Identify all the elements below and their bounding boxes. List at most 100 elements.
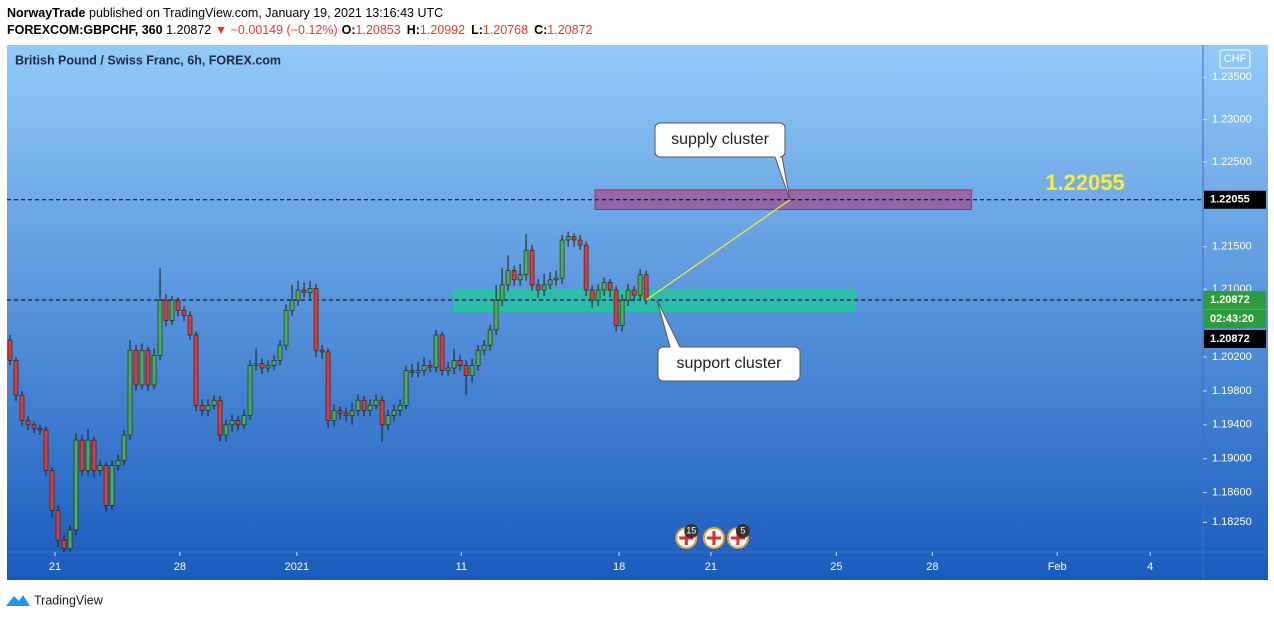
candle-body	[133, 349, 139, 386]
x-tick-label: 2021	[285, 561, 309, 573]
y-tick-label: 1.22500	[1212, 156, 1252, 168]
x-tick-label: 28	[174, 561, 186, 573]
candle-body	[457, 360, 463, 366]
candle-body	[61, 539, 67, 549]
candle-body	[229, 420, 235, 426]
candle-body	[241, 415, 247, 426]
candle-body	[295, 289, 301, 301]
author: NorwayTrade	[7, 6, 86, 20]
candle-body	[313, 288, 319, 351]
ohlc-label: H:	[407, 23, 420, 37]
candle-body	[451, 360, 457, 369]
candle-body	[67, 529, 73, 549]
ohlc-value: 1.20768	[483, 23, 528, 37]
y-tick-label: 1.19000	[1212, 453, 1252, 465]
y-tick-label: 1.19800	[1212, 385, 1252, 397]
chart-background	[7, 45, 1268, 580]
published: published on TradingView.com, January 19…	[89, 6, 443, 20]
candle-body	[529, 249, 535, 286]
candle-body	[79, 439, 85, 471]
candle-body	[373, 399, 379, 406]
candle-body	[187, 315, 193, 336]
ohlc-label: C:	[534, 23, 547, 37]
x-tick-label: 18	[613, 561, 625, 573]
candle-body	[397, 405, 403, 411]
candle-body	[613, 289, 619, 326]
brand: TradingView	[34, 593, 104, 607]
candle-body	[469, 365, 475, 376]
candle-body	[277, 344, 283, 361]
candle-body	[121, 434, 127, 461]
price-annotation: 1.22055	[1045, 170, 1125, 195]
candle-body	[403, 370, 409, 406]
candle-body	[643, 274, 649, 301]
candle-body	[343, 412, 349, 416]
candle-body	[325, 351, 331, 421]
candle-body	[391, 410, 397, 416]
y-tick-label: 1.18250	[1212, 516, 1252, 528]
ohlc-label: O:	[342, 23, 356, 37]
candle-body	[109, 465, 115, 506]
countdown: 02:43:20	[1210, 313, 1254, 325]
candle-body	[55, 510, 61, 541]
candle-body	[37, 427, 43, 431]
candle-body	[541, 284, 547, 291]
candle-body	[271, 360, 277, 366]
candle-body	[103, 465, 109, 506]
currency: CHF	[1224, 53, 1247, 65]
candle-body	[637, 274, 643, 296]
x-tick-label: 28	[926, 561, 938, 573]
ohlc-value: 1.20992	[420, 23, 465, 37]
candle-body	[589, 289, 595, 301]
candle-body	[445, 367, 451, 371]
last-price-box	[1204, 330, 1266, 349]
candle-body	[601, 282, 607, 291]
candle-body	[535, 284, 541, 291]
candle-body	[367, 405, 373, 411]
candle-body	[619, 299, 625, 326]
last-price-label: 1.20872	[1210, 333, 1250, 345]
candle-body	[517, 274, 523, 281]
candle-body	[595, 289, 601, 301]
candle-body	[49, 470, 55, 511]
candle-body	[193, 334, 199, 406]
x-tick-label: Feb	[1048, 561, 1067, 573]
callout-box	[654, 122, 791, 201]
candle-body	[319, 349, 325, 353]
candle-body	[127, 349, 133, 436]
last-price: 1.20872	[166, 23, 211, 37]
candle-body	[607, 282, 613, 291]
candle-body	[13, 360, 19, 396]
candle-body	[43, 429, 49, 471]
candle-body	[415, 370, 421, 373]
x-tick-label: 11	[456, 561, 467, 573]
event-count-bg	[684, 524, 699, 538]
candle-body	[379, 399, 385, 426]
candle-body	[235, 420, 241, 426]
candle-body	[487, 329, 493, 346]
y-tick-label: 1.18600	[1212, 487, 1252, 499]
candle-body	[475, 349, 481, 366]
event-count: 5	[740, 525, 745, 535]
candle-body	[169, 299, 175, 321]
candle-body	[577, 239, 583, 246]
candle-body	[547, 279, 553, 286]
footer: TradingView	[6, 593, 104, 607]
event-count-bg	[735, 524, 750, 538]
candle-body	[559, 239, 565, 279]
candle-body	[289, 299, 295, 311]
candle-body	[205, 405, 211, 411]
x-tick-label: 25	[830, 561, 842, 573]
plot	[7, 189, 1203, 552]
candle-body	[223, 424, 229, 436]
candle-body	[631, 289, 637, 296]
price-label-box	[1204, 190, 1266, 209]
callout-label: supply cluster	[671, 131, 769, 148]
candle-body	[19, 394, 25, 421]
candle-body	[409, 370, 415, 373]
ohlc-value: 1.20853	[356, 23, 401, 37]
y-tick-label: 1.19400	[1212, 419, 1252, 431]
candle-body	[247, 365, 253, 416]
candle-body	[115, 460, 121, 466]
